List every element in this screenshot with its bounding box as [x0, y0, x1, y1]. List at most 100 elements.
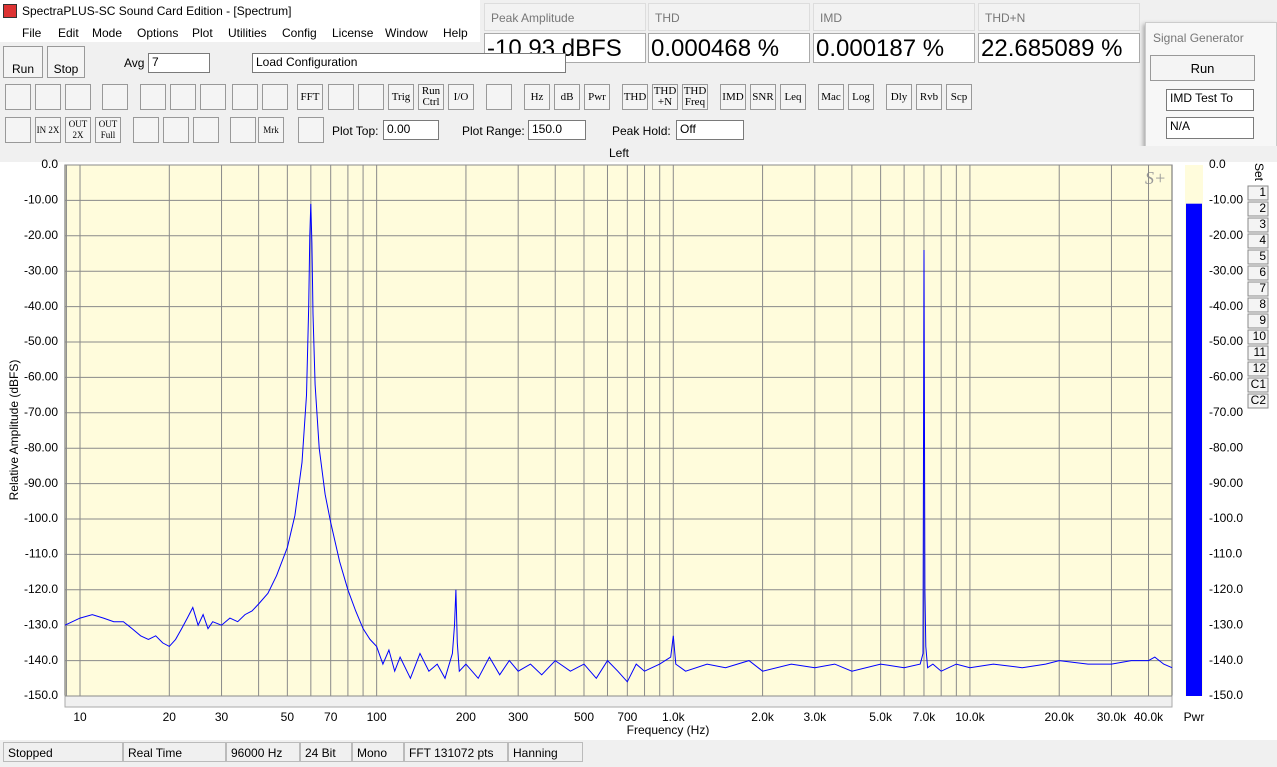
- icon-button[interactable]: [200, 84, 226, 110]
- status-field: 24 Bit: [300, 742, 352, 762]
- meter-tick-label: -80.00: [1209, 440, 1243, 454]
- y-tick-label: -10.00: [24, 193, 58, 207]
- zoom-button[interactable]: OUT Full: [95, 117, 121, 143]
- meter-tick-label: -60.00: [1209, 370, 1243, 384]
- y-tick-label: -30.00: [24, 263, 58, 277]
- x-tick-label: 40.0k: [1134, 710, 1164, 724]
- meter-tick-label: 0.0: [1209, 157, 1226, 171]
- tool-button[interactable]: SNR: [750, 84, 776, 110]
- set-button: [1247, 185, 1269, 201]
- run-button[interactable]: Run: [1150, 55, 1255, 81]
- zoom-button[interactable]: OUT 2X: [65, 117, 91, 143]
- icon-button[interactable]: [193, 117, 219, 143]
- meter-bar: [1186, 203, 1202, 696]
- icon-button[interactable]: [65, 84, 91, 110]
- tool-button[interactable]: I/O: [448, 84, 474, 110]
- icon-button[interactable]: [358, 84, 384, 110]
- set-button: [1247, 329, 1269, 345]
- peak-hold-select[interactable]: Off: [676, 120, 744, 140]
- tool-button[interactable]: IMD: [720, 84, 746, 110]
- icon-button[interactable]: [328, 84, 354, 110]
- tool-button[interactable]: Trig: [388, 84, 414, 110]
- meter-label: THD: [648, 3, 810, 31]
- icon-button[interactable]: [298, 117, 324, 143]
- menu-item[interactable]: Config: [282, 26, 317, 40]
- meter-tick-label: -40.00: [1209, 299, 1243, 313]
- x-tick-label: 5.0k: [869, 710, 893, 724]
- tool-button[interactable]: Pwr: [584, 84, 610, 110]
- title-bar: SpectraPLUS-SC Sound Card Edition - [Spe…: [0, 0, 480, 22]
- menu-item[interactable]: Plot: [192, 26, 213, 40]
- menu-item[interactable]: License: [332, 26, 374, 40]
- x-tick-label: 500: [574, 710, 594, 724]
- tool-button[interactable]: Scp: [946, 84, 972, 110]
- tool-button[interactable]: THD: [622, 84, 648, 110]
- menu-item[interactable]: Utilities: [228, 26, 267, 40]
- tool-button[interactable]: Mac: [818, 84, 844, 110]
- icon-button[interactable]: [5, 117, 31, 143]
- menu-item[interactable]: Options: [137, 26, 179, 40]
- x-tick-label: 7.0k: [913, 710, 937, 724]
- tool-button[interactable]: dB: [554, 84, 580, 110]
- tool-button[interactable]: Hz: [524, 84, 550, 110]
- tool-button[interactable]: Log: [848, 84, 874, 110]
- menu-item[interactable]: Help: [443, 26, 468, 40]
- icon-button[interactable]: [163, 117, 189, 143]
- mode-select[interactable]: IMD Test To: [1166, 89, 1254, 111]
- plot-top-label: Plot Top:: [332, 124, 379, 138]
- menu-item[interactable]: File: [22, 26, 42, 40]
- menu-item[interactable]: Edit: [58, 26, 79, 40]
- window-title: SpectraPLUS-SC Sound Card Edition - [Spe…: [22, 4, 292, 18]
- zoom-button[interactable]: Mrk: [258, 117, 284, 143]
- meter-tick-label: -20.00: [1209, 228, 1243, 242]
- tool-button[interactable]: FFT: [297, 84, 323, 110]
- avg-select[interactable]: 7: [148, 53, 210, 73]
- option-select[interactable]: N/A: [1166, 117, 1254, 139]
- icon-button[interactable]: [232, 84, 258, 110]
- x-tick-label: 70: [324, 710, 338, 724]
- y-tick-label: 0.0: [41, 157, 58, 171]
- menu-item[interactable]: Window: [385, 26, 428, 40]
- tool-button[interactable]: Run Ctrl: [418, 84, 444, 110]
- icon-button[interactable]: [262, 84, 288, 110]
- icon-button[interactable]: [35, 84, 61, 110]
- icon-button[interactable]: [133, 117, 159, 143]
- menu-bar: File Edit Mode Options Plot Utilities Config Li…: [0, 22, 480, 42]
- icon-button[interactable]: [230, 117, 256, 143]
- zoom-button[interactable]: IN 2X: [35, 117, 61, 143]
- status-field: Stopped: [3, 742, 123, 762]
- plot-range-input[interactable]: 150.0: [528, 120, 586, 140]
- meter-tick-label: -140.0: [1209, 653, 1243, 667]
- set-button: [1247, 281, 1269, 297]
- plot-range-label: Plot Range:: [462, 124, 525, 138]
- config-select[interactable]: Load Configuration: [252, 53, 566, 73]
- stop-button[interactable]: Stop: [47, 46, 85, 78]
- icon-button[interactable]: [140, 84, 166, 110]
- set-label: 4: [1259, 233, 1266, 247]
- menu-item[interactable]: Mode: [92, 26, 123, 40]
- plot-top-input[interactable]: 0.00: [383, 120, 439, 140]
- tool-button[interactable]: Rvb: [916, 84, 942, 110]
- meter-label: Pwr: [1184, 710, 1205, 724]
- meter-tick-label: -70.00: [1209, 405, 1243, 419]
- tool-button[interactable]: Dly: [886, 84, 912, 110]
- tool-button[interactable]: THD Freq: [682, 84, 708, 110]
- icon-button[interactable]: [486, 84, 512, 110]
- y-tick-label: -120.0: [24, 582, 58, 596]
- peak-hold-label: Peak Hold:: [612, 124, 671, 138]
- chart-header: [0, 146, 1277, 162]
- tool-button[interactable]: THD +N: [652, 84, 678, 110]
- meter-label: IMD: [813, 3, 975, 31]
- y-tick-label: -40.00: [24, 299, 58, 313]
- y-tick-label: -80.00: [24, 440, 58, 454]
- run-button[interactable]: Run: [3, 46, 43, 78]
- icon-button[interactable]: [170, 84, 196, 110]
- icon-button[interactable]: [5, 84, 31, 110]
- status-field: FFT 131072 pts: [404, 742, 508, 762]
- y-tick-label: -130.0: [24, 617, 58, 631]
- tool-button[interactable]: Leq: [780, 84, 806, 110]
- icon-button[interactable]: [102, 84, 128, 110]
- meter-label: THD+N: [978, 3, 1140, 31]
- signal-generator-panel: Signal Generator Run IMD Test To N/A: [1145, 22, 1277, 150]
